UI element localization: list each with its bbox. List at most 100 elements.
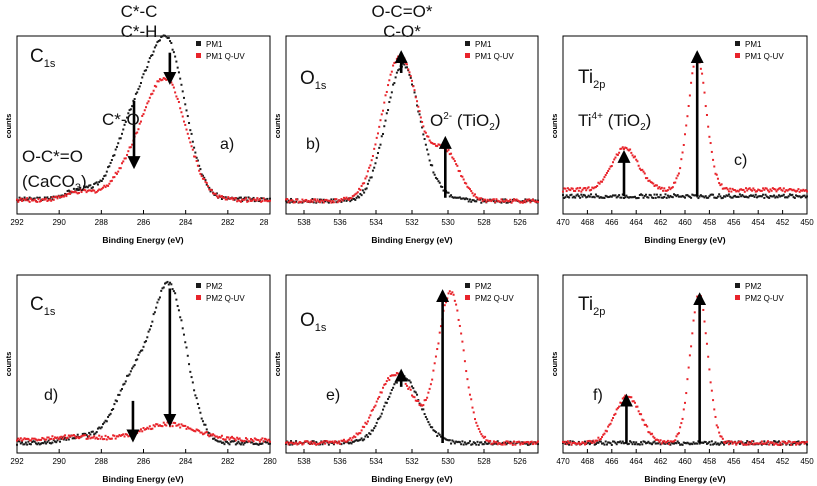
data-point: [205, 181, 208, 184]
data-point: [792, 196, 795, 199]
data-point: [426, 396, 429, 399]
data-point: [265, 441, 268, 444]
data-point: [646, 441, 649, 444]
data-point: [647, 440, 650, 443]
data-point: [786, 196, 789, 199]
data-point: [721, 196, 724, 199]
data-point: [267, 438, 270, 441]
data-point: [93, 433, 96, 436]
data-point: [729, 195, 732, 198]
data-point: [732, 441, 735, 444]
data-point: [153, 84, 156, 87]
data-point: [121, 388, 123, 391]
data-point: [99, 188, 102, 191]
data-point: [308, 200, 311, 203]
data-point: [422, 133, 425, 136]
data-point: [141, 114, 144, 117]
data-point: [599, 196, 602, 199]
data-point: [509, 198, 512, 201]
data-point: [431, 378, 434, 381]
data-point: [594, 186, 597, 189]
data-point: [613, 158, 616, 161]
data-point: [629, 440, 632, 443]
data-point: [312, 198, 315, 201]
data-point: [790, 194, 793, 197]
panel-d-legend: PM2 PM2 Q-UV: [196, 282, 245, 303]
data-point: [26, 198, 29, 201]
data-point: [358, 196, 361, 199]
data-point: [105, 184, 108, 187]
data-point: [774, 188, 777, 191]
data-point: [100, 426, 103, 429]
data-point: [218, 440, 221, 443]
data-point: [155, 306, 158, 309]
data-point: [162, 34, 165, 37]
data-point: [170, 42, 173, 45]
data-point: [463, 360, 466, 363]
data-point: [48, 438, 51, 441]
data-point: [241, 200, 244, 203]
data-point: [312, 440, 315, 443]
data-point: [467, 200, 470, 203]
legend-swatch-pm2: [465, 283, 470, 288]
data-point: [453, 196, 456, 199]
data-point: [56, 196, 59, 199]
data-point: [631, 443, 634, 446]
data-point: [786, 189, 789, 192]
data-point: [28, 443, 31, 446]
data-point: [434, 144, 437, 147]
data-point: [505, 201, 508, 204]
data-point: [742, 188, 745, 191]
data-point: [450, 292, 453, 295]
data-point: [616, 407, 619, 410]
data-point: [395, 57, 398, 60]
panel-c-title: Ti2p: [578, 67, 605, 91]
panel-c-legend: PM1 PM1 Q-UV: [735, 40, 784, 61]
data-point: [630, 396, 633, 399]
data-point: [121, 162, 123, 165]
data-point: [564, 440, 567, 443]
data-point: [374, 162, 377, 165]
data-point: [238, 196, 241, 199]
data-point: [802, 194, 805, 197]
data-point: [782, 193, 785, 196]
data-point: [774, 196, 777, 199]
data-point: [359, 438, 362, 441]
data-point: [427, 391, 430, 394]
legend-label-pm2-quv: PM2 Q-UV: [475, 294, 514, 303]
data-point: [384, 401, 387, 404]
data-point: [306, 200, 309, 203]
data-point: [305, 440, 308, 443]
data-point: [99, 437, 102, 440]
data-point: [734, 441, 737, 444]
data-point: [342, 442, 345, 445]
data-point: [586, 187, 589, 190]
xtick-label: 28: [260, 218, 269, 227]
data-point: [506, 200, 509, 203]
data-point: [529, 201, 532, 204]
data-point: [190, 145, 193, 148]
data-point: [215, 195, 218, 198]
data-point: [177, 423, 180, 426]
data-point: [212, 433, 215, 436]
data-point: [208, 188, 211, 191]
data-point: [804, 441, 807, 444]
data-point: [99, 179, 102, 182]
data-point: [252, 443, 255, 446]
data-point: [180, 423, 183, 426]
data-point: [344, 197, 347, 200]
data-point: [655, 442, 658, 445]
data-point: [390, 388, 393, 391]
data-point: [28, 200, 31, 203]
data-point: [205, 183, 208, 186]
data-point: [757, 188, 760, 191]
xtick-label: 536: [333, 218, 347, 227]
data-point: [177, 100, 180, 103]
data-point: [395, 381, 398, 384]
data-point: [378, 417, 381, 420]
data-point: [799, 196, 802, 199]
data-point: [239, 200, 242, 203]
xtick-label: 458: [703, 218, 717, 227]
data-point: [736, 189, 739, 192]
data-point: [209, 433, 212, 436]
